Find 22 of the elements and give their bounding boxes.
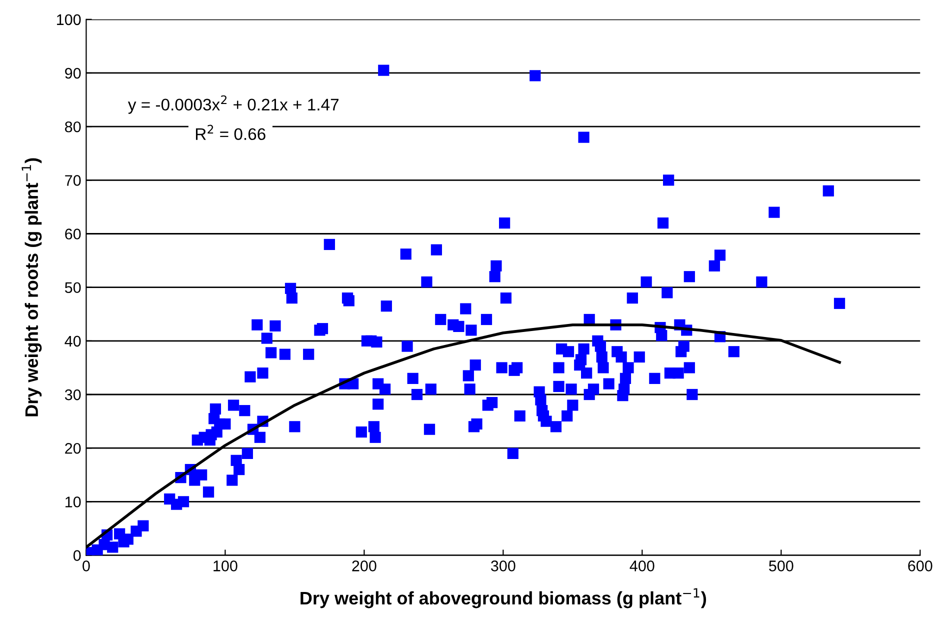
- y-axis-title: Dry weight of roots (g plant$^{−1}$): [22, 158, 42, 416]
- y-tick-label: 60: [65, 228, 81, 240]
- x-tick-label: 500: [769, 560, 794, 572]
- y-tick-label: 90: [65, 68, 81, 79]
- y-tick-label: 80: [65, 121, 81, 132]
- x-tick-label: 600: [908, 560, 932, 572]
- y-tick-label: 50: [64, 282, 81, 294]
- y-tick-label: 70: [65, 175, 81, 186]
- y-tick-label: 20: [65, 442, 81, 454]
- x-tick-label: 0: [82, 560, 90, 572]
- y-tick-label: 40: [64, 336, 81, 347]
- x-tick-label: 100: [214, 560, 238, 572]
- y-tick-label: 100: [57, 14, 81, 26]
- x-tick-label: 200: [352, 560, 376, 572]
- annotation: y = -0.0003x$^{2}$ + 0.21x + 1.47: [128, 95, 338, 114]
- x-tick-label: 300: [491, 560, 516, 572]
- y-tick-label: 30: [64, 389, 81, 400]
- x-axis-title: Dry weight of aboveground biomass (g plant$^{−1}$): [300, 588, 706, 608]
- x-tick-label: 400: [630, 560, 654, 572]
- y-tick-label: 10: [66, 496, 81, 508]
- y-tick-label: 0: [73, 550, 81, 561]
- annotation: R$^{2}$ = 0.66: [196, 124, 266, 140]
